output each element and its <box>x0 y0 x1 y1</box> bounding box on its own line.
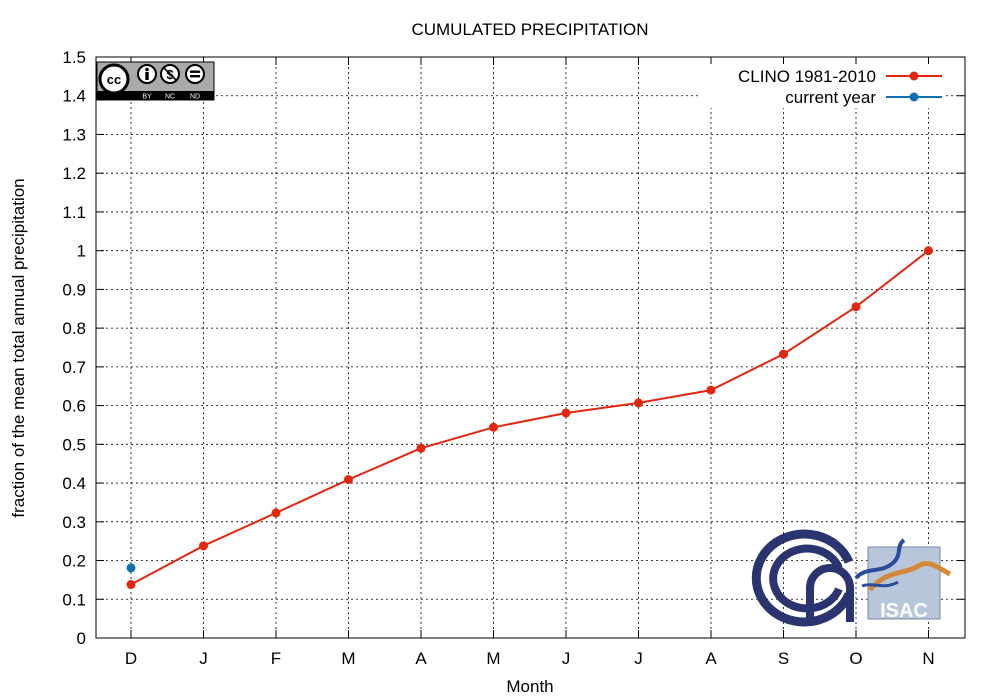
data-point-0 <box>126 580 136 590</box>
legend-label-current: current year <box>785 88 876 107</box>
x-tick-label: N <box>922 649 934 668</box>
isac-logo: ISAC <box>854 538 952 622</box>
legend-label-clino: CLINO 1981-2010 <box>738 67 876 86</box>
cnr-logo <box>751 529 854 627</box>
x-tick-label: F <box>271 649 281 668</box>
series-line-0 <box>130 249 930 586</box>
nc-icon: $ <box>160 64 180 84</box>
data-point-0 <box>271 508 281 518</box>
x-tick-label: J <box>634 649 643 668</box>
y-tick-label: 0.9 <box>62 280 86 299</box>
data-point-0 <box>561 408 571 418</box>
data-point-0 <box>344 475 353 485</box>
legend: CLINO 1981-2010 current year <box>700 64 945 108</box>
y-tick-label: 1.2 <box>62 164 86 183</box>
x-tick-label: A <box>705 649 717 668</box>
y-tick-label: 1.4 <box>62 87 86 106</box>
x-axis-label: Month <box>506 677 553 696</box>
svg-text:cc: cc <box>107 72 121 87</box>
x-tick-label: M <box>341 649 355 668</box>
y-tick-label: 1.3 <box>62 125 86 144</box>
isac-logo-text: ISAC <box>880 600 928 622</box>
legend-marker-current <box>909 92 919 102</box>
y-tick-label: 0.8 <box>62 319 86 338</box>
y-tick-label: 0.2 <box>62 552 86 571</box>
data-point-0 <box>634 398 643 408</box>
data-point-1 <box>126 563 136 573</box>
x-tick-label: S <box>778 649 789 668</box>
cc-icon: cc <box>98 63 130 95</box>
badge-label-by: BY <box>142 94 152 101</box>
x-tick-label: J <box>199 649 208 668</box>
x-tick-label: D <box>125 649 137 668</box>
by-icon <box>137 64 157 84</box>
legend-marker-clino <box>909 71 919 81</box>
x-tick-label: O <box>849 649 862 668</box>
x-tick-label: J <box>562 649 571 668</box>
chart-title: CUMULATED PRECIPITATION <box>411 20 648 39</box>
y-tick-label: 0.1 <box>62 590 86 609</box>
y-tick-label: 0.4 <box>62 474 86 493</box>
plot-frame <box>95 56 966 639</box>
data-point-0 <box>706 385 716 395</box>
badge-label-nc: NC <box>165 94 175 101</box>
y-tick-label: 1.5 <box>62 48 86 67</box>
y-tick-label: 0.3 <box>62 513 86 532</box>
badge-label-nd: ND <box>190 94 200 101</box>
x-tick-label: M <box>486 649 500 668</box>
y-tick-label: 0.7 <box>62 358 86 377</box>
x-tick-label: A <box>415 649 427 668</box>
data-point-0 <box>199 541 208 551</box>
data-point-0 <box>489 422 498 432</box>
y-tick-label: 0.6 <box>62 397 86 416</box>
y-tick-label: 0.5 <box>62 435 86 454</box>
cc-license-badge: cc $ BY NC ND <box>96 61 215 101</box>
y-axis-label: fraction of the mean total annual precip… <box>9 178 28 517</box>
grid-lines <box>96 57 965 638</box>
y-tick-label: 1.1 <box>62 203 86 222</box>
data-point-0 <box>779 349 788 359</box>
series-group <box>126 246 933 590</box>
y-ticks: 0 0.1 0.2 0.3 0.4 0.5 0.6 0.7 0.8 0.9 1 1.1 1.2 1.3 1.… <box>62 48 965 648</box>
nd-icon <box>185 64 205 84</box>
data-point-0 <box>851 302 861 312</box>
y-tick-label: 1 <box>77 242 86 261</box>
y-tick-label: 0 <box>77 629 86 648</box>
data-point-0 <box>416 443 426 453</box>
data-point-0 <box>924 246 933 256</box>
